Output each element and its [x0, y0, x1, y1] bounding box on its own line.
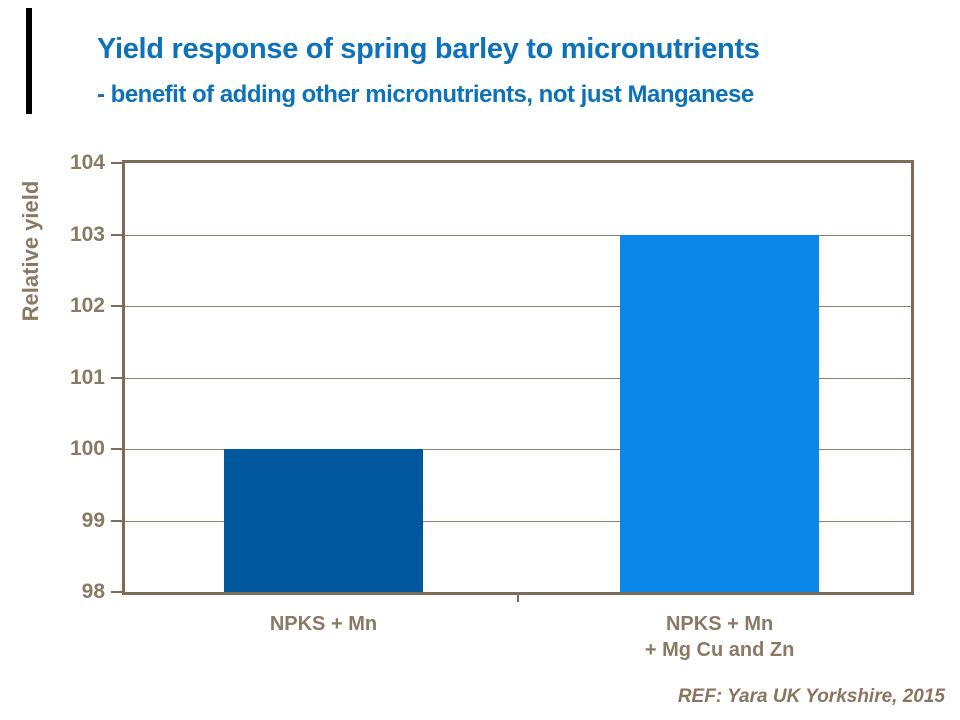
- chart-title: Yield response of spring barley to micro…: [97, 33, 760, 65]
- bar-2: [620, 234, 820, 592]
- y-tick-mark-99: [111, 519, 122, 522]
- y-tick-label-99: 99: [81, 508, 105, 532]
- y-tick-mark-100: [111, 448, 122, 450]
- y-tick-label-100: 100: [69, 437, 105, 460]
- y-tick-label-103: 103: [69, 222, 105, 246]
- y-tick-mark-104: [111, 162, 122, 164]
- bars-layer: [125, 163, 911, 592]
- gridline-102: [125, 306, 911, 307]
- x-category-label-line: NPKS + Mn: [269, 613, 378, 635]
- y-tick-label-102: 102: [69, 294, 105, 317]
- gridline-100: [125, 449, 911, 450]
- y-tick-label-104: 104: [69, 151, 105, 174]
- gridline-99: [125, 520, 911, 522]
- y-tick-mark-102: [111, 305, 122, 307]
- gridline-103: [125, 234, 911, 236]
- y-tick-mark-103: [111, 233, 122, 236]
- x-category-label-line: + Mg Cu and Zn: [644, 639, 795, 661]
- y-axis-title: Relative yield: [18, 180, 43, 322]
- x-axis-divider-tick: [517, 595, 519, 602]
- y-tick-mark-98: [111, 591, 122, 593]
- x-category-label-1: NPKS + Mn: [163, 611, 483, 637]
- gridline-101: [125, 377, 911, 379]
- x-category-label-2: NPKS + Mn + Mg Cu and Zn: [560, 611, 880, 663]
- y-tick-mark-101: [111, 376, 122, 379]
- left-accent-bar: [26, 8, 32, 114]
- source-reference: REF: Yara UK Yorkshire, 2015: [677, 686, 945, 707]
- chart-subtitle: - benefit of adding other micronutrients…: [97, 81, 754, 108]
- plot-area: [122, 160, 914, 595]
- y-tick-label-101: 101: [69, 365, 105, 389]
- bar-1: [224, 449, 423, 592]
- y-tick-label-98: 98: [81, 580, 105, 603]
- gridlines-layer: [125, 163, 911, 592]
- x-category-label-line: NPKS + Mn: [665, 613, 774, 635]
